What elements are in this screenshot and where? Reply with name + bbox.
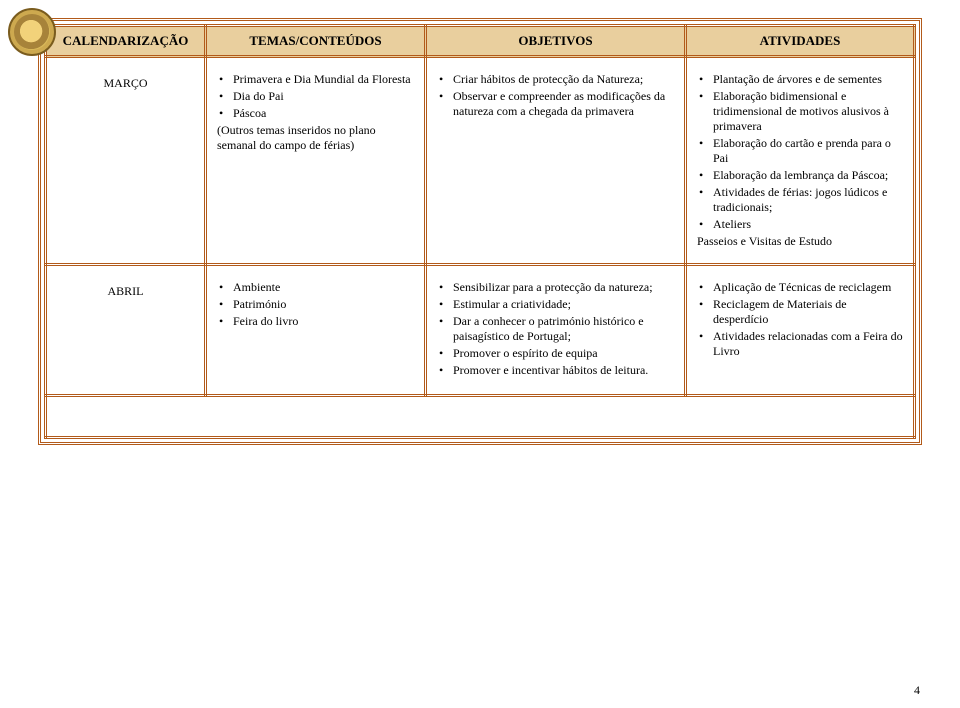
- list-item: Observar e compreender as modificações d…: [437, 89, 674, 119]
- plain-note: (Outros temas inseridos no plano semanal…: [217, 123, 414, 153]
- list-item: Património: [217, 297, 414, 312]
- table-header-row: CALENDARIZAÇÃO TEMAS/CONTEÚDOS OBJETIVOS…: [46, 26, 915, 57]
- list-item: Dar a conhecer o património histórico e …: [437, 314, 674, 344]
- table-row-empty: [46, 396, 915, 438]
- cell-abril-atividades: Aplicação de Técnicas de reciclagem Reci…: [686, 265, 915, 396]
- plain-note: Passeios e Visitas de Estudo: [697, 234, 903, 249]
- list-item: Elaboração da lembrança da Páscoa;: [697, 168, 903, 183]
- col-header-calendarizacao: CALENDARIZAÇÃO: [46, 26, 206, 57]
- col-header-temas: TEMAS/CONTEÚDOS: [206, 26, 426, 57]
- list-item: Promover e incentivar hábitos de leitura…: [437, 363, 674, 378]
- list-item: Plantação de árvores e de sementes: [697, 72, 903, 87]
- table-outer-frame: CALENDARIZAÇÃO TEMAS/CONTEÚDOS OBJETIVOS…: [38, 18, 922, 445]
- list-item: Páscoa: [217, 106, 414, 121]
- row-label-marco: MARÇO: [46, 57, 206, 265]
- row-label-abril: ABRIL: [46, 265, 206, 396]
- cell-abril-temas: Ambiente Património Feira do livro: [206, 265, 426, 396]
- list-item: Feira do livro: [217, 314, 414, 329]
- list-item: Aplicação de Técnicas de reciclagem: [697, 280, 903, 295]
- cell-marco-atividades: Plantação de árvores e de sementes Elabo…: [686, 57, 915, 265]
- list-item: Ateliers: [697, 217, 903, 232]
- cell-marco-temas: Primavera e Dia Mundial da Floresta Dia …: [206, 57, 426, 265]
- list-item: Atividades de férias: jogos lúdicos e tr…: [697, 185, 903, 215]
- schedule-table: CALENDARIZAÇÃO TEMAS/CONTEÚDOS OBJETIVOS…: [44, 24, 916, 439]
- table-row: MARÇO Primavera e Dia Mundial da Florest…: [46, 57, 915, 265]
- col-header-objetivos: OBJETIVOS: [426, 26, 686, 57]
- list-item: Estimular a criatividade;: [437, 297, 674, 312]
- list-item: Primavera e Dia Mundial da Floresta: [217, 72, 414, 87]
- list-item: Promover o espírito de equipa: [437, 346, 674, 361]
- list-item: Criar hábitos de protecção da Natureza;: [437, 72, 674, 87]
- empty-spacer-cell: [46, 396, 915, 438]
- list-item: Dia do Pai: [217, 89, 414, 104]
- logo-badge: [8, 8, 56, 56]
- cell-marco-objetivos: Criar hábitos de protecção da Natureza; …: [426, 57, 686, 265]
- list-item: Sensibilizar para a protecção da naturez…: [437, 280, 674, 295]
- list-item: Ambiente: [217, 280, 414, 295]
- list-item: Reciclagem de Materiais de desperdício: [697, 297, 903, 327]
- col-header-atividades: ATIVIDADES: [686, 26, 915, 57]
- list-item: Atividades relacionadas com a Feira do L…: [697, 329, 903, 359]
- cell-abril-objetivos: Sensibilizar para a protecção da naturez…: [426, 265, 686, 396]
- list-item: Elaboração bidimensional e tridimensiona…: [697, 89, 903, 134]
- table-row: ABRIL Ambiente Património Feira do livro…: [46, 265, 915, 396]
- page-number: 4: [914, 683, 920, 698]
- list-item: Elaboração do cartão e prenda para o Pai: [697, 136, 903, 166]
